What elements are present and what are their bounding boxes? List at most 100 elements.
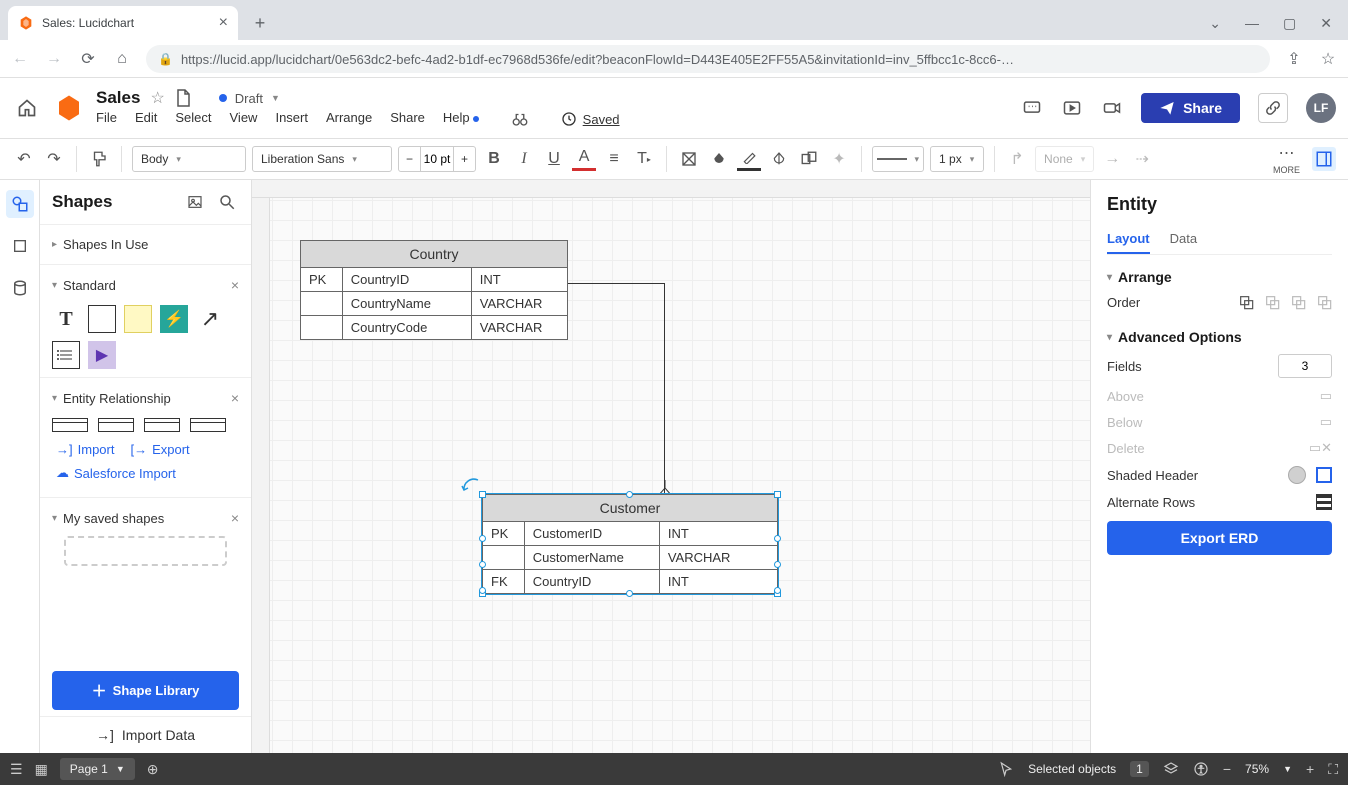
list-view-icon[interactable]: ☰ [10, 761, 23, 778]
import-link[interactable]: →] Import [56, 442, 114, 457]
delete-row-icon[interactable]: ▭✕ [1309, 440, 1332, 456]
tab-layout[interactable]: Layout [1107, 225, 1150, 254]
saved-shapes-dropzone[interactable] [64, 536, 227, 566]
bring-forward-icon[interactable] [1264, 294, 1280, 310]
draft-status[interactable]: Draft ▼ [219, 91, 280, 106]
connector-h[interactable] [568, 283, 664, 284]
video-icon[interactable] [1101, 97, 1123, 119]
list-shape[interactable] [52, 341, 80, 369]
panels-toggle-icon[interactable] [1312, 147, 1336, 171]
toolbar-more[interactable]: ⋯MORE [1273, 143, 1300, 175]
send-back-icon[interactable] [1316, 294, 1332, 310]
link-icon[interactable] [1258, 93, 1288, 123]
menu-help[interactable]: Help [443, 110, 479, 128]
line-width-select[interactable]: 1 px [930, 146, 984, 172]
below-icon[interactable]: ▭ [1320, 414, 1332, 430]
er-shape-1[interactable] [52, 418, 88, 432]
selection-mid-handle[interactable] [774, 535, 781, 542]
browser-tab[interactable]: Sales: Lucidchart × [8, 6, 238, 40]
font-size-input[interactable] [420, 147, 454, 171]
zoom-out-icon[interactable]: − [1223, 761, 1231, 777]
menu-select[interactable]: Select [175, 110, 211, 128]
close-window-icon[interactable]: ✕ [1320, 15, 1332, 32]
close-section-icon[interactable]: × [231, 390, 239, 406]
back-icon[interactable]: ← [10, 50, 30, 68]
present-icon[interactable] [1061, 97, 1083, 119]
increase-font-icon[interactable]: + [454, 152, 475, 166]
alt-rows-swatch[interactable] [1316, 494, 1332, 510]
erd-row[interactable]: CustomerNameVARCHAR [483, 545, 777, 569]
line-style-select[interactable] [872, 146, 924, 172]
doc-title[interactable]: Sales [96, 88, 140, 108]
layers-icon[interactable] [1163, 761, 1179, 777]
er-shape-4[interactable] [190, 418, 226, 432]
salesforce-link[interactable]: ☁ Salesforce Import [56, 465, 176, 481]
fill-color-icon[interactable] [707, 147, 731, 171]
export-erd-button[interactable]: Export ERD [1107, 521, 1332, 555]
chevron-down-icon[interactable]: ⌄ [1209, 15, 1221, 32]
format-painter-icon[interactable] [87, 147, 111, 171]
advanced-section-header[interactable]: ▾Advanced Options [1107, 325, 1332, 349]
text-shape[interactable]: T [52, 305, 80, 333]
line-path-icon[interactable]: ↱ [1005, 147, 1029, 171]
grid-view-icon[interactable]: ▦ [35, 761, 48, 778]
page-selector[interactable]: Page 1▼ [60, 758, 135, 780]
er-shape-2[interactable] [98, 418, 134, 432]
accessibility-icon[interactable] [1193, 761, 1209, 777]
send-backward-icon[interactable] [1290, 294, 1306, 310]
opacity-icon[interactable] [767, 147, 791, 171]
arrow-start-select[interactable]: None [1035, 146, 1094, 172]
menu-arrange[interactable]: Arrange [326, 110, 372, 128]
erd-row[interactable]: PKCustomerIDINT [483, 522, 777, 545]
shapes-rail-icon[interactable] [6, 190, 34, 218]
menu-share[interactable]: Share [390, 110, 425, 128]
image-icon[interactable] [183, 190, 207, 214]
export-link[interactable]: [→ Export [130, 442, 189, 457]
italic-icon[interactable]: I [512, 147, 536, 171]
connector-v[interactable] [664, 283, 665, 494]
forward-icon[interactable]: → [44, 50, 64, 68]
shape-style-icon[interactable] [797, 147, 821, 171]
selection-mid-handle[interactable] [774, 587, 781, 594]
star-icon[interactable]: ☆ [150, 88, 164, 108]
magic-icon[interactable]: ✦ [827, 147, 851, 171]
containers-rail-icon[interactable] [6, 232, 34, 260]
home-icon[interactable]: ⌂ [112, 50, 132, 68]
menu-edit[interactable]: Edit [135, 110, 157, 128]
data-rail-icon[interactable] [6, 274, 34, 302]
url-field[interactable]: 🔒 https://lucid.app/lucidchart/0e563dc2-… [146, 45, 1270, 73]
font-select[interactable]: Liberation Sans [252, 146, 392, 172]
import-data-button[interactable]: →] Import Data [40, 716, 251, 753]
erd-country-table[interactable]: Country PKCountryIDINTCountryNameVARCHAR… [300, 240, 568, 340]
close-tab-icon[interactable]: × [219, 14, 228, 32]
close-section-icon[interactable]: × [231, 277, 239, 293]
arrange-section-header[interactable]: ▾Arrange [1107, 265, 1332, 289]
fullscreen-icon[interactable]: ⛶ [1328, 761, 1338, 778]
arrow-shape[interactable]: ↗ [196, 305, 224, 333]
saved-status[interactable]: Saved [561, 110, 620, 128]
share-url-icon[interactable]: ⇪ [1284, 49, 1304, 69]
selection-mid-handle[interactable] [479, 587, 486, 594]
erd-customer-table[interactable]: Customer PKCustomerIDINTCustomerNameVARC… [482, 494, 778, 594]
close-section-icon[interactable]: × [231, 510, 239, 526]
search-icon[interactable] [215, 190, 239, 214]
redo-icon[interactable]: ↷ [42, 147, 66, 171]
selection-mid-handle[interactable] [479, 535, 486, 542]
cursor-icon[interactable] [998, 761, 1014, 777]
arrow-end-icon[interactable]: ⇢ [1130, 147, 1154, 171]
font-size-stepper[interactable]: − + [398, 146, 476, 172]
lucid-logo-icon[interactable] [54, 93, 84, 123]
bold-icon[interactable]: B [482, 147, 506, 171]
maximize-icon[interactable]: ▢ [1283, 15, 1296, 32]
shapes-in-use-header[interactable]: ▸Shapes In Use [52, 233, 239, 256]
minimize-icon[interactable]: — [1245, 15, 1259, 32]
standard-header[interactable]: ▾Standard× [52, 273, 239, 297]
zoom-menu-icon[interactable]: ▼ [1283, 764, 1292, 774]
document-icon[interactable] [175, 89, 191, 107]
menu-view[interactable]: View [230, 110, 258, 128]
comment-icon[interactable] [1021, 97, 1043, 119]
rotate-handle-icon[interactable] [460, 476, 482, 498]
style-select[interactable]: Body [132, 146, 246, 172]
zoom-level[interactable]: 75% [1245, 762, 1269, 776]
avatar[interactable]: LF [1306, 93, 1336, 123]
